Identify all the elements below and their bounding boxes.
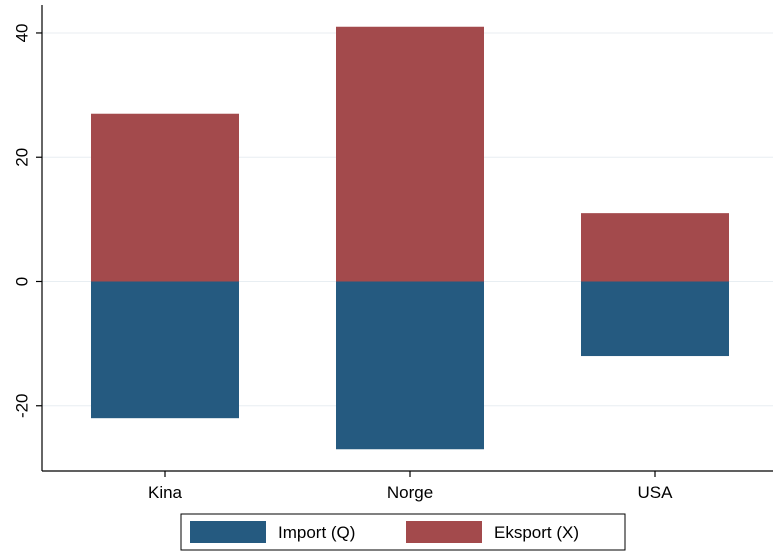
bar-eksport-norge [336, 26, 484, 282]
bars [91, 26, 729, 450]
bar-import-kina [91, 281, 239, 419]
y-tick-label: 0 [13, 277, 32, 286]
y-tick-labels: -20 0 20 40 [13, 23, 32, 418]
y-tick-label: 20 [13, 148, 32, 167]
x-tick-label: Norge [387, 483, 433, 502]
axes [36, 5, 773, 477]
legend-swatch-eksport [406, 521, 482, 543]
bar-eksport-kina [91, 113, 239, 282]
legend-label-import: Import (Q) [278, 523, 355, 542]
bar-eksport-usa [581, 213, 729, 282]
y-tick-label: -20 [13, 393, 32, 418]
bar-import-usa [581, 281, 729, 357]
legend-label-eksport: Eksport (X) [494, 523, 579, 542]
x-tick-label: USA [638, 483, 674, 502]
legend-swatch-import [190, 521, 266, 543]
bar-import-norge [336, 281, 484, 450]
x-tick-label: Kina [148, 483, 183, 502]
x-tick-labels: Kina Norge USA [148, 483, 673, 502]
legend: Import (Q) Eksport (X) [180, 513, 626, 551]
y-tick-label: 40 [13, 23, 32, 42]
